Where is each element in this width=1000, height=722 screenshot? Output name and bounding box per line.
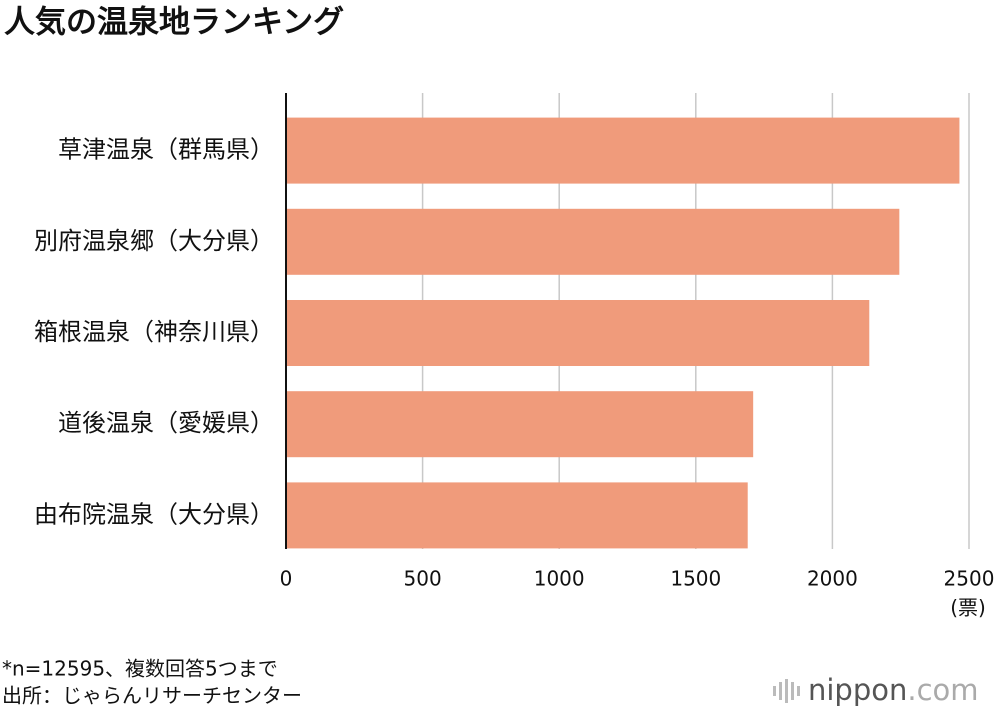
y-tick-label: 別府温泉郷（大分県） bbox=[34, 227, 274, 255]
x-tick-label: 2000 bbox=[807, 567, 858, 591]
y-tick-label: 箱根温泉（神奈川県） bbox=[34, 318, 274, 346]
bar bbox=[286, 391, 754, 458]
bar bbox=[286, 300, 870, 366]
logo-name: nippon bbox=[808, 673, 907, 707]
note: *n=12595、複数回答5つまで bbox=[2, 657, 278, 681]
x-tick-label: 2500 bbox=[944, 567, 995, 591]
y-tick-label: 由布院温泉（大分県） bbox=[34, 500, 274, 528]
chart-title: 人気の温泉地ランキング bbox=[4, 5, 344, 41]
x-tick-label: 1500 bbox=[670, 567, 721, 591]
y-tick-label: 草津温泉（群馬県） bbox=[58, 136, 274, 164]
bar bbox=[286, 208, 900, 275]
bar bbox=[286, 482, 748, 549]
y-tick-label: 道後温泉（愛媛県） bbox=[58, 409, 274, 437]
logo-suffix: .com bbox=[907, 673, 978, 707]
bar bbox=[286, 117, 960, 184]
logo: nippon.com bbox=[773, 673, 979, 707]
x-tick-label: 1000 bbox=[534, 567, 585, 591]
x-axis-unit: (票) bbox=[950, 596, 986, 620]
x-tick-label: 0 bbox=[280, 567, 293, 591]
logo-text: nippon.com bbox=[808, 673, 979, 707]
note: 出所：じゃらんリサーチセンター bbox=[2, 684, 302, 708]
x-tick-label: 500 bbox=[404, 567, 442, 591]
logo-icon bbox=[773, 679, 800, 703]
